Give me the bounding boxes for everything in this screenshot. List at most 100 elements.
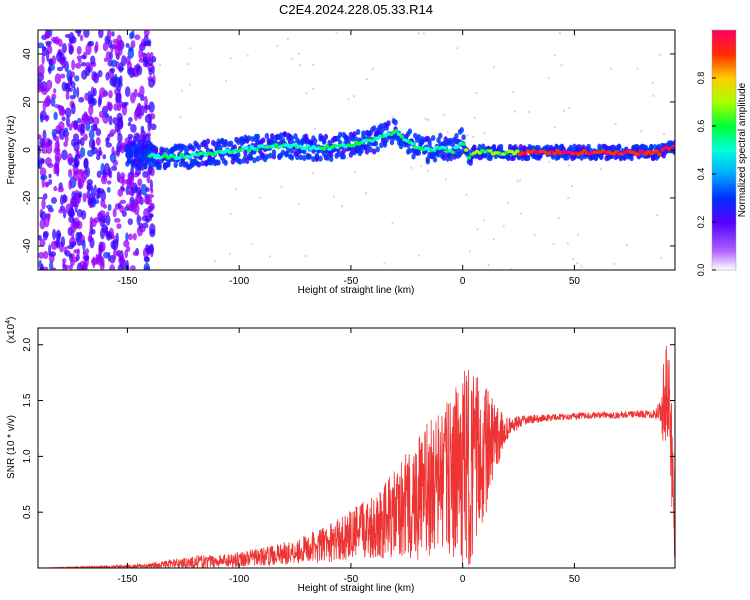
speckle: [493, 66, 495, 69]
noise-blob: [99, 87, 106, 98]
noise-blob: [114, 218, 121, 223]
noise-blob: [87, 41, 92, 47]
speckle: [580, 265, 583, 268]
x-tick-label: 0: [460, 574, 466, 585]
noise-blob: [100, 175, 108, 185]
noise-blob: [119, 82, 123, 88]
noise-blob: [69, 197, 74, 209]
ridge-halo: [461, 134, 466, 141]
ridge-halo: [441, 154, 447, 161]
ridge-halo: [352, 131, 357, 138]
ridge-halo: [196, 144, 202, 151]
noise-blob: [128, 67, 135, 78]
noise-blob: [54, 152, 62, 162]
noise-blob: [82, 239, 86, 251]
speckle: [553, 126, 556, 129]
speckle: [548, 160, 551, 163]
noise-blob: [80, 147, 86, 158]
speckle: [427, 169, 430, 172]
ridge-core: [254, 148, 260, 152]
noise-blob: [73, 86, 77, 99]
ridge-core: [273, 143, 279, 147]
speckle: [189, 83, 191, 86]
noise-blob: [85, 122, 91, 132]
ridge-halo: [271, 149, 277, 156]
noise-blob: [140, 183, 148, 196]
noise-blob: [53, 185, 58, 192]
ridge-core: [396, 132, 402, 136]
noise-blob: [109, 51, 113, 60]
noise-blob: [112, 117, 118, 125]
snr-y-multiplier-base: (x10: [6, 323, 17, 343]
noise-blob: [42, 231, 48, 241]
noise-blob: [92, 256, 96, 269]
noise-blob: [124, 86, 131, 98]
noise-blob: [39, 110, 47, 121]
y-tick-label: 20: [22, 96, 33, 108]
noise-blob: [43, 250, 49, 260]
noise-blob: [69, 207, 75, 218]
noise-blob: [92, 87, 97, 97]
ridge-halo: [416, 134, 422, 140]
noise-blob: [64, 82, 71, 90]
noise-blob: [109, 129, 117, 135]
speckle: [652, 94, 655, 97]
noise-blob: [79, 34, 84, 42]
ridge-halo: [379, 142, 384, 149]
ridge-core: [600, 148, 606, 153]
ridge-core: [394, 129, 399, 133]
noise-blob: [68, 215, 75, 223]
speckle: [656, 214, 659, 217]
noise-blob: [109, 152, 117, 163]
noise-blob: [76, 220, 83, 230]
noise-blob: [40, 211, 47, 221]
speckle: [346, 157, 349, 160]
ridge-core: [463, 148, 469, 152]
speckle: [383, 262, 386, 265]
speckle: [558, 32, 561, 35]
ridge-halo: [230, 158, 236, 165]
ridge-core: [324, 144, 330, 148]
ridge-halo: [649, 143, 654, 150]
noise-blob: [149, 179, 153, 191]
noise-blob: [113, 248, 117, 260]
ridge-halo: [341, 147, 346, 154]
ridge-halo: [431, 135, 436, 141]
ridge-core: [351, 143, 356, 148]
y-tick-label: 40: [22, 48, 33, 60]
speckle: [554, 54, 556, 57]
ridge-halo: [481, 143, 486, 150]
speckle: [567, 197, 570, 200]
speckle: [225, 79, 227, 82]
noise-blob: [135, 193, 143, 205]
speckle: [557, 217, 560, 220]
speckle: [466, 134, 469, 137]
speckle: [179, 116, 182, 118]
noise-blob: [56, 66, 64, 72]
noise-blob: [84, 255, 90, 261]
noise-blob: [97, 70, 103, 78]
noise-blob: [105, 72, 110, 81]
ridge-core: [552, 151, 558, 156]
ridge-halo: [336, 151, 341, 158]
ridge-core: [654, 149, 660, 153]
noise-blob: [90, 55, 96, 65]
noise-blob: [80, 124, 86, 135]
colorbar-frame: [711, 29, 737, 271]
noise-blob: [144, 96, 148, 108]
noise-blob: [62, 208, 67, 219]
noise-blob: [147, 205, 152, 214]
noise-blob: [127, 122, 132, 127]
x-tick-label: -100: [229, 276, 249, 287]
noise-blob: [113, 73, 118, 84]
ridge-halo: [498, 143, 504, 150]
ridge-halo: [321, 138, 327, 145]
noise-blob: [86, 190, 91, 200]
noise-blob: [60, 236, 66, 248]
speckle: [576, 262, 578, 265]
noise-blob: [56, 232, 61, 238]
noise-blob: [66, 115, 70, 128]
ridge-halo: [459, 148, 464, 155]
noise-blob: [128, 117, 133, 123]
speckle: [229, 57, 232, 60]
